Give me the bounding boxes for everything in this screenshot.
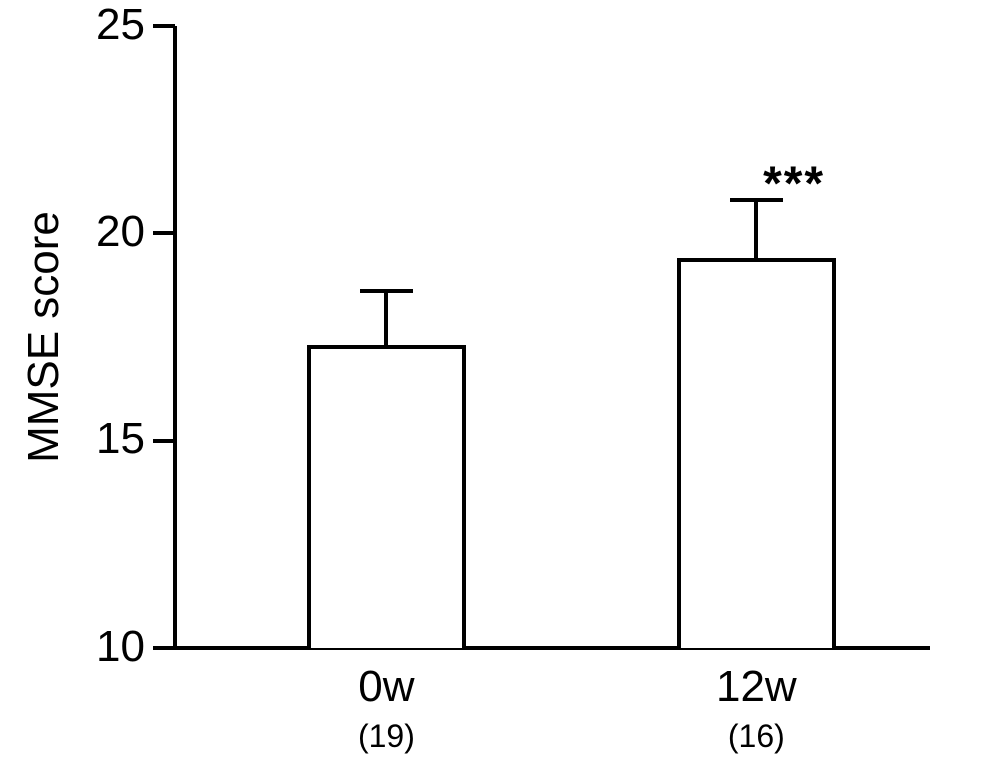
y-tick [153,646,175,650]
y-axis-title: MMSE score [19,211,69,463]
significance-marker: *** [763,156,825,211]
y-tick [153,439,175,443]
bar-chart: 10 15 20 25 0w (19) 12w (16) *** MMSE score [0,0,984,778]
y-tick-label: 20 [65,207,145,257]
y-tick [153,231,175,235]
y-tick [153,24,175,28]
errorbar-cap [360,289,413,293]
errorbar-stem [754,200,758,258]
y-tick-label: 15 [65,414,145,464]
x-sublabel: (16) [728,718,785,755]
errorbar-stem [384,291,388,345]
x-sublabel: (19) [358,718,415,755]
bar [307,345,466,648]
y-axis-line [173,26,177,650]
x-category-label: 12w [716,662,797,712]
y-tick-label: 25 [65,0,145,50]
x-category-label: 0w [358,662,414,712]
bar [677,258,836,648]
y-tick-label: 10 [65,622,145,672]
